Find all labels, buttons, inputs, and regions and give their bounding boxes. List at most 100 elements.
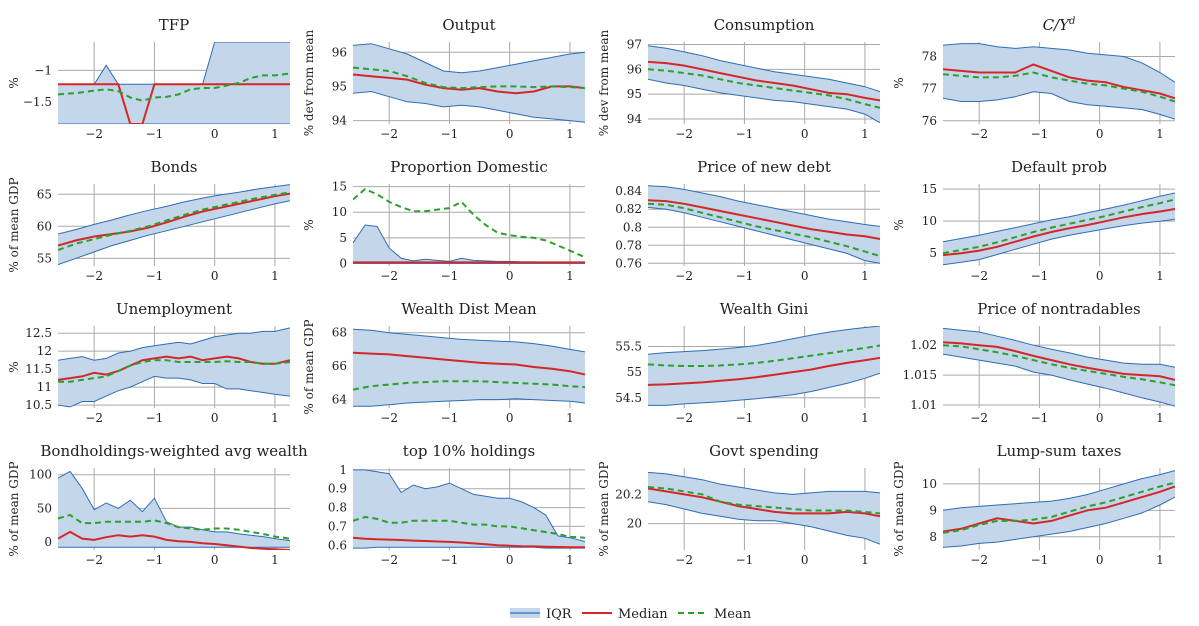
- panel-6: 0 5 10 15 −2 −1 0 1 Proportion Domestic%: [302, 158, 585, 283]
- iqr-band: [648, 472, 880, 545]
- iqr-upper-line: [648, 45, 880, 93]
- series-group: [648, 185, 880, 264]
- x-tick-label: 1: [271, 411, 279, 425]
- x-tick-label: 1: [566, 127, 574, 141]
- y-tick-label: 1.015: [903, 368, 937, 382]
- y-tick-label: 96: [332, 45, 347, 59]
- x-tick-label: −1: [146, 553, 164, 567]
- y-tick-label: 94: [627, 112, 643, 126]
- x-tick-label: 1: [271, 553, 279, 567]
- panel-title: Price of new debt: [697, 158, 831, 176]
- mean-line: [648, 202, 880, 258]
- y-axis-label: %: [7, 77, 21, 88]
- x-tick-label: −1: [441, 269, 459, 283]
- iqr-lower-line: [648, 78, 880, 124]
- y-tick-label: 12.5: [25, 326, 52, 340]
- y-axis-label: % of mean GDP: [597, 461, 611, 556]
- iqr-band: [58, 471, 290, 548]
- panel-title: Output: [442, 16, 495, 34]
- mean-line: [353, 187, 585, 259]
- series-group: [943, 327, 1175, 407]
- iqr-band: [353, 225, 585, 264]
- x-tick-label: −2: [85, 269, 103, 283]
- x-tick-label: 0: [211, 553, 219, 567]
- y-tick-label: 68: [332, 326, 347, 340]
- x-tick-label: 1: [271, 269, 279, 283]
- x-tick-label: −1: [1031, 127, 1049, 141]
- panel-title: Bonds: [150, 158, 197, 176]
- iqr-band: [648, 185, 880, 264]
- x-tick-label: −2: [970, 553, 988, 567]
- x-tick-label: 1: [861, 411, 869, 425]
- median-line: [648, 60, 880, 102]
- y-tick-label: 0.7: [328, 519, 347, 533]
- y-tick-label: 0.8: [623, 220, 642, 234]
- iqr-band: [943, 43, 1175, 120]
- legend-iqr-label: IQR: [546, 607, 573, 622]
- y-axis-label: %: [7, 361, 21, 372]
- iqr-upper-line: [943, 470, 1175, 511]
- panel-title: Govt spending: [709, 442, 819, 460]
- x-tick-label: −2: [675, 269, 693, 283]
- x-tick-label: 1: [566, 411, 574, 425]
- panel-title: Wealth Dist Mean: [401, 300, 537, 318]
- median-line: [353, 351, 585, 376]
- panel-11: 54.5 55 55.5 −2 −1 0 1 Wealth Gini: [615, 300, 880, 425]
- x-tick-label: 1: [861, 553, 869, 567]
- iqr-upper-line: [353, 469, 585, 542]
- iqr-upper-line: [648, 185, 880, 227]
- panel-13: 0 50 100 −2 −1 0 1 Bondholdings-weighted avg we…: [7, 442, 308, 567]
- y-tick-label: 10.5: [25, 398, 52, 412]
- series-group: [58, 327, 290, 408]
- series-group: [648, 326, 880, 406]
- x-tick-label: 0: [1096, 553, 1104, 567]
- y-tick-label: 20.2: [615, 487, 642, 501]
- iqr-lower-line: [943, 91, 1175, 120]
- series-group: [353, 328, 585, 407]
- x-tick-label: 1: [566, 553, 574, 567]
- series-group: [353, 43, 585, 123]
- x-tick-label: 1: [271, 127, 279, 141]
- x-tick-label: −2: [380, 269, 398, 283]
- y-tick-label: 10: [922, 477, 937, 491]
- y-tick-label: 55: [37, 251, 52, 265]
- iqr-lower-line: [648, 501, 880, 545]
- mean-line: [58, 513, 290, 540]
- x-tick-label: −1: [736, 269, 754, 283]
- panel-12: 1.01 1.015 1.02 −2 −1 0 1 Price of nontradables: [903, 300, 1175, 425]
- x-tick-label: −1: [1031, 553, 1049, 567]
- x-tick-label: 0: [801, 269, 809, 283]
- panel-7: 0.76 0.78 0.8 0.82 0.84 −2 −1 0 1 Price of new de…: [615, 158, 880, 283]
- iqr-upper-line: [58, 470, 290, 542]
- panel-title: TFP: [159, 16, 190, 34]
- panel-5: 55 60 65 −2 −1 0 1 Bonds % of mean GDP: [7, 158, 290, 283]
- x-tick-label: −2: [675, 553, 693, 567]
- x-tick-label: −1: [1031, 269, 1049, 283]
- panel-15: 20 20.2 −2 −1 0 1 Govt spending % of mean GDP: [597, 442, 880, 567]
- iqr-lower-line: [943, 353, 1175, 407]
- y-tick-label: −1.5: [23, 95, 52, 109]
- panel-title: Consumption: [714, 16, 815, 34]
- y-tick-label: 94: [332, 114, 348, 128]
- panel-14: 0.6 0.7 0.8 0.9 1 −2 −1 0 1 top 10% holdings: [328, 442, 585, 567]
- y-tick-label: 10: [332, 205, 347, 219]
- median-line: [648, 487, 880, 518]
- panel-3: 94 95 96 97 −2 −1 0 1 Consumption % dev from mean: [597, 16, 880, 141]
- iqr-upper-line: [58, 327, 290, 361]
- y-tick-label: 95: [627, 87, 642, 101]
- y-tick-label: 50: [37, 501, 52, 515]
- y-tick-label: 55.5: [615, 340, 642, 354]
- legend-mean-label: Mean: [714, 607, 752, 622]
- iqr-band: [58, 42, 290, 124]
- iqr-lower-line: [353, 90, 585, 123]
- y-tick-label: 100: [29, 468, 52, 482]
- iqr-band: [58, 327, 290, 407]
- panel-title: C/Yd: [1043, 16, 1076, 34]
- x-tick-label: 1: [566, 269, 574, 283]
- mean-line: [58, 191, 290, 251]
- y-tick-label: 55: [627, 365, 642, 379]
- panel-title: Default prob: [1011, 158, 1107, 176]
- x-tick-label: 0: [506, 553, 514, 567]
- x-tick-label: −1: [146, 411, 164, 425]
